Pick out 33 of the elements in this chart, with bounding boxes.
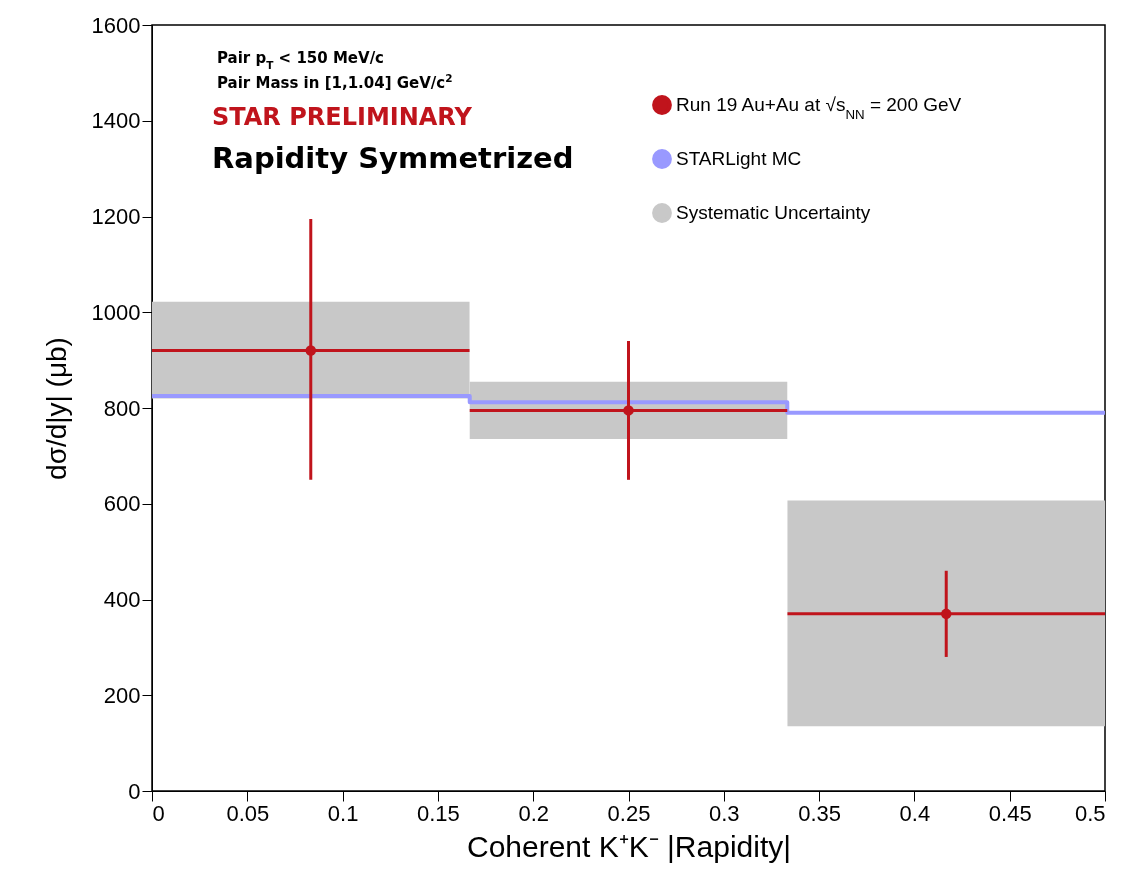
x-tick-label: 0.05 bbox=[226, 800, 270, 826]
annotation: Pair p$_{T}$ < 150 MeV/c bbox=[217, 49, 385, 71]
legend-label: Systematic Uncertainty bbox=[676, 202, 871, 223]
x-tick-label: 0.15 bbox=[416, 800, 460, 826]
annotation: STAR PRELIMINARY bbox=[212, 103, 473, 131]
x-tick-label: 0.4 bbox=[899, 800, 931, 826]
x-tick-label: 0 bbox=[152, 800, 165, 826]
y-tick-label: 1200 bbox=[91, 204, 141, 229]
x-tick-label: 0.25 bbox=[607, 800, 651, 826]
y-axis-title: dσ/d|y| (μb) bbox=[40, 337, 72, 480]
y-tick-label: 600 bbox=[103, 491, 141, 517]
y-tick-label: 1600 bbox=[91, 12, 141, 38]
point bbox=[623, 405, 634, 416]
bar bbox=[787, 500, 1105, 727]
legend-label: Run 19 Au+Au at √s$_{NN}$ = 200 GeV bbox=[676, 94, 962, 122]
x-tick-label: 0.1 bbox=[327, 800, 359, 826]
point bbox=[305, 345, 317, 356]
y-tick-label: 200 bbox=[103, 682, 141, 708]
y-tick-label: 800 bbox=[103, 395, 141, 421]
y-tick-label: 0 bbox=[128, 778, 141, 804]
x-tick-label: 0.45 bbox=[988, 800, 1032, 826]
x-tick-label: 0.5 bbox=[1074, 800, 1106, 826]
y-tick-label: 1000 bbox=[91, 299, 141, 325]
annotation: Rapidity Symmetrized bbox=[212, 141, 574, 175]
x-axis-title: Coherent K⁺K⁻ |Rapidity| bbox=[466, 829, 792, 863]
annotation: Pair Mass in [1,1.04] GeV/c$^{2}$ bbox=[217, 72, 453, 92]
x-tick-label: 0.2 bbox=[518, 800, 549, 826]
y-tick-label: 1400 bbox=[91, 108, 141, 134]
y-tick-label: 400 bbox=[103, 587, 141, 612]
legend-label: STARLight MC bbox=[676, 148, 802, 169]
point bbox=[940, 608, 952, 620]
x-tick-label: 0.3 bbox=[709, 800, 740, 826]
x-tick-label: 0.35 bbox=[798, 800, 842, 826]
